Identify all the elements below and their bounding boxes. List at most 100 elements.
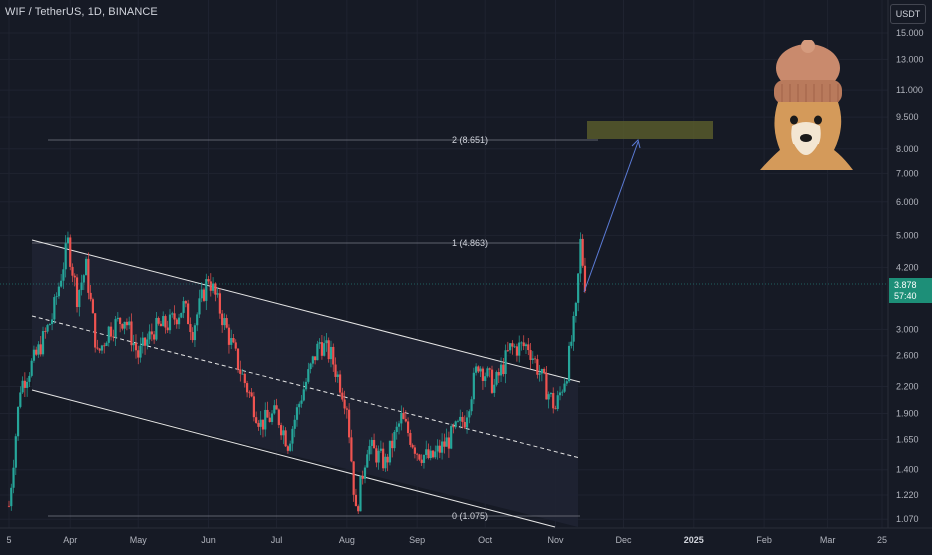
candle	[445, 428, 448, 447]
candle	[125, 318, 129, 331]
candle	[32, 345, 36, 363]
candle	[261, 419, 265, 438]
candle	[225, 314, 228, 329]
candle	[332, 343, 335, 372]
price-axis[interactable]: 15.000 13.000 11.000 9.500 8.000 7.000 6.000 5.…	[887, 0, 924, 528]
candle	[436, 439, 439, 460]
candle	[506, 341, 509, 352]
candle	[64, 235, 67, 278]
candle	[345, 406, 348, 419]
candle	[493, 378, 496, 397]
candle	[55, 292, 58, 305]
candle	[549, 392, 553, 398]
price-tick: 1.220	[896, 490, 919, 500]
candle	[273, 399, 276, 415]
candle	[302, 381, 305, 402]
candle	[232, 333, 235, 344]
candle	[434, 445, 437, 460]
candle	[289, 440, 292, 452]
candle	[223, 313, 226, 331]
candle	[416, 452, 419, 461]
candle	[563, 377, 566, 394]
candle	[173, 305, 176, 325]
candle	[561, 389, 564, 396]
candle	[341, 387, 344, 402]
projection-arrow[interactable]	[583, 141, 639, 293]
candle	[245, 380, 249, 398]
candle	[53, 294, 56, 324]
candle	[352, 461, 355, 502]
candle	[107, 325, 110, 347]
candle	[114, 315, 117, 346]
candle	[94, 313, 97, 353]
candle	[248, 390, 251, 398]
candle	[155, 312, 158, 341]
candle	[318, 338, 321, 349]
candle	[400, 405, 403, 431]
candle	[50, 313, 54, 331]
candle	[123, 321, 126, 335]
candle	[368, 439, 371, 461]
channel-lower-line	[31, 389, 556, 528]
candle	[16, 406, 20, 441]
candle	[62, 262, 65, 289]
candle	[119, 317, 122, 333]
candle	[239, 360, 242, 382]
time-tick: Feb	[756, 535, 772, 545]
time-tick: 2025	[684, 535, 704, 545]
price-tick: 7.000	[896, 168, 919, 178]
candle	[291, 425, 294, 452]
candle	[477, 365, 480, 374]
candle	[41, 326, 45, 357]
time-tick: Sep	[409, 535, 425, 545]
candle	[257, 420, 260, 431]
candle	[252, 391, 255, 422]
current-price-badge: 3.878 57:40	[889, 278, 932, 303]
candle	[552, 387, 555, 414]
channel-upper-line	[31, 239, 581, 383]
candle	[461, 412, 464, 429]
time-tick: Mar	[820, 535, 836, 545]
candle	[565, 379, 568, 387]
candle	[481, 366, 485, 390]
candle	[425, 440, 428, 459]
candle	[411, 443, 414, 449]
candle	[418, 453, 421, 462]
candle	[397, 420, 401, 435]
candle	[89, 285, 92, 302]
candle	[141, 331, 144, 354]
price-tick: 5.000	[896, 230, 919, 240]
candle	[189, 317, 192, 341]
candle	[205, 273, 208, 311]
candle	[499, 357, 503, 382]
candle	[191, 327, 194, 343]
price-tick: 6.000	[896, 197, 919, 207]
candle	[255, 411, 258, 424]
candle	[370, 437, 373, 455]
candle	[159, 320, 163, 327]
candle	[87, 252, 90, 300]
candle	[567, 341, 571, 383]
fib-label-1: 1 (4.863)	[452, 238, 488, 248]
candle	[103, 342, 106, 354]
candle	[221, 310, 224, 333]
price-tick: 2.200	[896, 381, 919, 391]
price-tick: 1.400	[896, 465, 919, 475]
target-zone-box[interactable]	[587, 121, 713, 139]
candle	[130, 313, 133, 352]
candle	[359, 475, 362, 512]
candle	[286, 444, 290, 454]
time-tick: Nov	[547, 535, 564, 545]
candle	[404, 410, 407, 423]
candle	[486, 366, 489, 378]
currency-button[interactable]: USDT	[890, 4, 926, 24]
candle	[382, 442, 385, 472]
candle	[143, 336, 147, 355]
candle	[277, 408, 280, 429]
candle	[395, 421, 398, 440]
candle	[470, 396, 473, 416]
candle	[465, 410, 469, 434]
time-tick: Dec	[615, 535, 632, 545]
time-axis[interactable]: 5 Apr May Jun Jul Aug Sep Oct Nov Dec 2025 Feb Mar 25	[0, 527, 932, 545]
